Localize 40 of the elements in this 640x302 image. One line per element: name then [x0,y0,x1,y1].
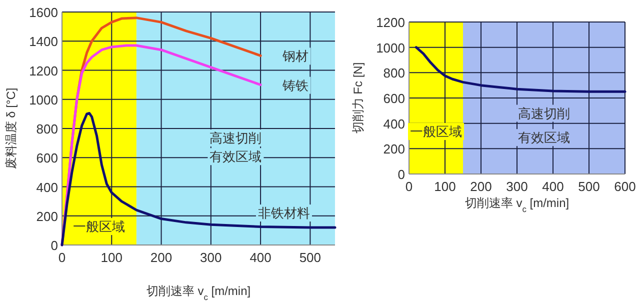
y-tick-label: 1000 [376,40,405,56]
y-tick-label: 1200 [29,63,58,78]
x-axis-title: 切削速率 v$_{c}$ [m/min] [464,196,570,214]
y-axis-title: 废料温度 δ [°C] [4,88,18,170]
band-label: 一般区域 [73,219,126,234]
series-label: 钢材 [282,48,309,64]
y-tick-label: 800 [36,122,58,136]
x-tick-label: 200 [150,250,172,265]
y-tick-label: 1200 [376,15,405,30]
annotation: 有效区域 [210,149,262,164]
y-tick-label: 1400 [29,34,58,50]
line-series [414,46,626,93]
x-tick-label: 100 [434,179,456,194]
y-tick-label: 400 [383,116,405,132]
x-axis-title: 切削速率 v$_{c}$ [m/min] [146,284,251,302]
y-tick-label: 800 [383,66,405,81]
annotation: 高速切削 [518,106,570,121]
x-tick-label: 400 [542,179,564,194]
band-label: 一般区域 [410,124,462,139]
y-tick-label: 200 [36,208,58,224]
annotation: 有效区域 [518,130,570,146]
y-axis-title: 切削力 Fc [N] [351,62,365,134]
y-tick-label: 600 [383,91,405,106]
y-tick-label: 600 [36,150,58,166]
y-tick-label: 0 [50,238,58,253]
y-tick-label: 0 [398,167,405,182]
y-tick-label: 200 [383,142,405,157]
series-label: 铸铁 [282,78,309,93]
annotation: 高速切削 [210,130,262,146]
x-tick-label: 300 [506,179,528,194]
y-tick-label: 1600 [29,5,58,20]
x-tick-label: 400 [250,250,272,265]
x-tick-label: 300 [200,250,222,265]
x-tick-label: 500 [578,179,600,194]
x-tick-label: 100 [100,250,122,265]
series-label: 非铁材料 [258,206,310,221]
x-tick-label: 200 [470,179,492,194]
x-tick-label: 500 [299,250,322,265]
x-tick-label: 600 [614,179,636,194]
y-tick-label: 1000 [29,92,58,108]
